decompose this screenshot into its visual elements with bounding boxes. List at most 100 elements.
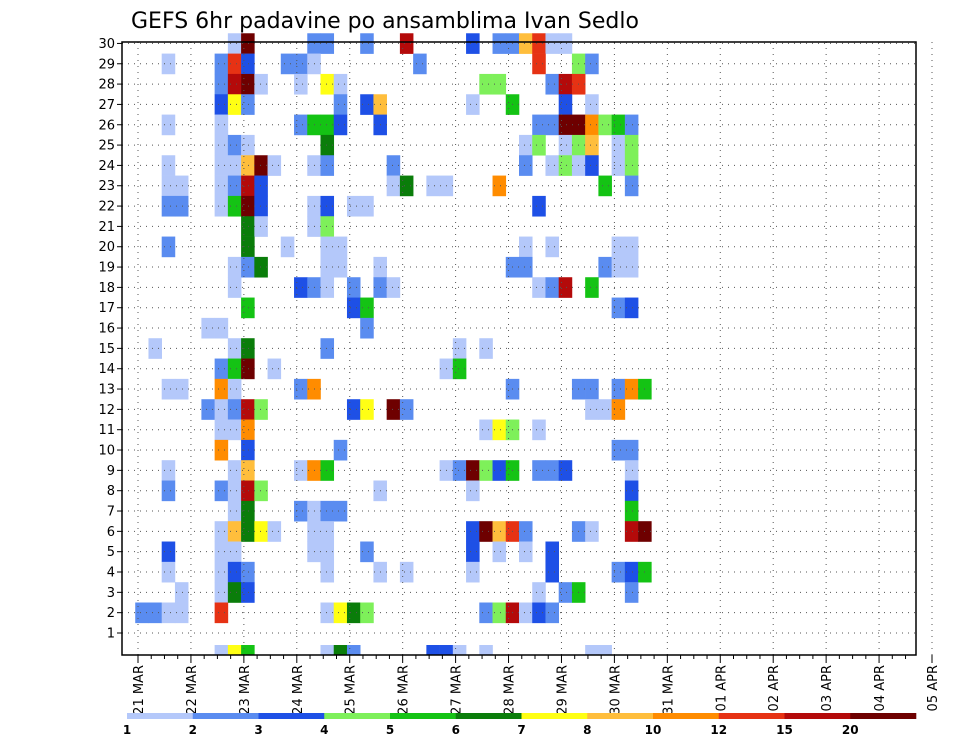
heatmap-cell xyxy=(545,460,559,481)
heatmap-cell xyxy=(161,561,176,583)
heatmap-cell xyxy=(294,73,308,95)
heatmap-cell xyxy=(611,114,626,136)
heatmap-cell xyxy=(333,645,348,655)
x-tick-label: 21 MAR xyxy=(132,665,147,715)
heatmap-cell xyxy=(241,216,255,237)
heatmap-cell xyxy=(545,602,559,624)
heatmap-cell xyxy=(227,94,242,115)
heatmap-cell xyxy=(585,378,599,400)
heatmap-cell xyxy=(214,399,229,420)
heatmap-cell xyxy=(492,602,507,624)
heatmap-cell xyxy=(519,236,533,258)
x-tick-label: 31 MAR xyxy=(661,665,676,715)
heatmap-cell xyxy=(360,33,374,54)
colorbar-label: 2 xyxy=(189,723,197,737)
heatmap-cell xyxy=(624,175,639,197)
heatmap-cell xyxy=(214,419,229,441)
heatmap-cell xyxy=(492,419,507,441)
heatmap-cell xyxy=(227,175,242,197)
heatmap-cell xyxy=(558,94,573,115)
heatmap-cell xyxy=(214,480,229,502)
heatmap-cell xyxy=(227,521,242,542)
heatmap-cell xyxy=(254,256,268,278)
heatmap-cell xyxy=(320,114,335,136)
heatmap-cell xyxy=(333,114,348,136)
heatmap-cell xyxy=(227,338,242,359)
heatmap-cell xyxy=(492,175,507,197)
heatmap-cell xyxy=(320,195,335,217)
heatmap-cell xyxy=(148,602,162,624)
heatmap-cell xyxy=(254,399,268,420)
heatmap-cell xyxy=(214,521,229,542)
heatmap-cell xyxy=(241,399,255,420)
heatmap-cell xyxy=(135,602,149,624)
colorbar-swatch xyxy=(192,713,259,719)
heatmap-cell xyxy=(611,399,626,420)
heatmap-cell xyxy=(624,439,639,461)
y-tick-label: 26 xyxy=(98,118,115,133)
heatmap-cell xyxy=(624,460,639,481)
heatmap-cell xyxy=(598,114,612,136)
heatmap-cell xyxy=(148,338,162,359)
heatmap-cell xyxy=(254,216,268,237)
heatmap-cell xyxy=(611,297,626,319)
x-tick-label: 05 APR xyxy=(926,665,941,711)
heatmap-cell xyxy=(466,561,480,583)
colorbar-label: 5 xyxy=(386,723,394,737)
heatmap-cell xyxy=(254,73,268,95)
x-tick-label: 03 APR xyxy=(820,665,835,711)
heatmap-cell xyxy=(624,521,639,542)
heatmap-cell xyxy=(333,256,348,278)
heatmap-cell xyxy=(161,53,176,75)
heatmap-cell xyxy=(545,155,559,176)
heatmap-cell xyxy=(360,317,374,339)
heatmap-cell xyxy=(214,155,229,176)
heatmap-cell xyxy=(174,195,189,217)
heatmap-cell xyxy=(598,399,612,420)
heatmap-cell xyxy=(558,155,573,176)
heatmap-cells xyxy=(135,33,652,655)
colorbar-legend: 1 2 3 4 5 6 7 8 10 12 15 20 xyxy=(123,713,917,737)
heatmap-cell xyxy=(611,561,626,583)
heatmap-cell xyxy=(241,175,255,197)
heatmap-cell xyxy=(294,53,308,75)
y-tick-label: 30 xyxy=(98,37,115,52)
heatmap-cell xyxy=(479,419,493,441)
heatmap-cell xyxy=(360,541,374,563)
heatmap-cell xyxy=(241,419,255,441)
colorbar-label: 7 xyxy=(517,723,525,737)
heatmap-cell xyxy=(545,541,559,563)
heatmap-cell xyxy=(241,256,255,278)
heatmap-cell xyxy=(466,521,480,542)
heatmap-cell xyxy=(161,480,176,502)
heatmap-cell xyxy=(320,73,335,95)
heatmap-cell xyxy=(320,561,335,583)
y-tick-label: 22 xyxy=(98,200,115,215)
heatmap-cell xyxy=(624,134,639,156)
heatmap-cell xyxy=(346,399,361,420)
heatmap-cell xyxy=(386,399,401,420)
heatmap-cell xyxy=(545,561,559,583)
heatmap-cell xyxy=(161,236,176,258)
heatmap-cell xyxy=(585,114,599,136)
y-tick-label: 21 xyxy=(98,220,115,235)
heatmap-cell xyxy=(241,134,255,156)
heatmap-cell xyxy=(254,195,268,217)
y-tick-label: 23 xyxy=(98,179,115,194)
heatmap-cell xyxy=(346,297,361,319)
heatmap-cell xyxy=(320,541,335,563)
heatmap-cell xyxy=(624,155,639,176)
heatmap-cell xyxy=(294,378,308,400)
heatmap-cell xyxy=(320,602,335,624)
heatmap-cell xyxy=(320,645,335,655)
heatmap-cell xyxy=(413,53,427,75)
heatmap-cell xyxy=(227,33,242,54)
x-tick-label: 25 MAR xyxy=(344,665,359,715)
colorbar-label: 8 xyxy=(583,723,591,737)
heatmap-cell xyxy=(558,134,573,156)
colorbar-swatch xyxy=(521,713,588,719)
heatmap-cell xyxy=(320,256,335,278)
y-tick-label: 6 xyxy=(107,525,115,540)
colorbar-swatch xyxy=(455,713,522,719)
heatmap-cell xyxy=(532,195,546,217)
